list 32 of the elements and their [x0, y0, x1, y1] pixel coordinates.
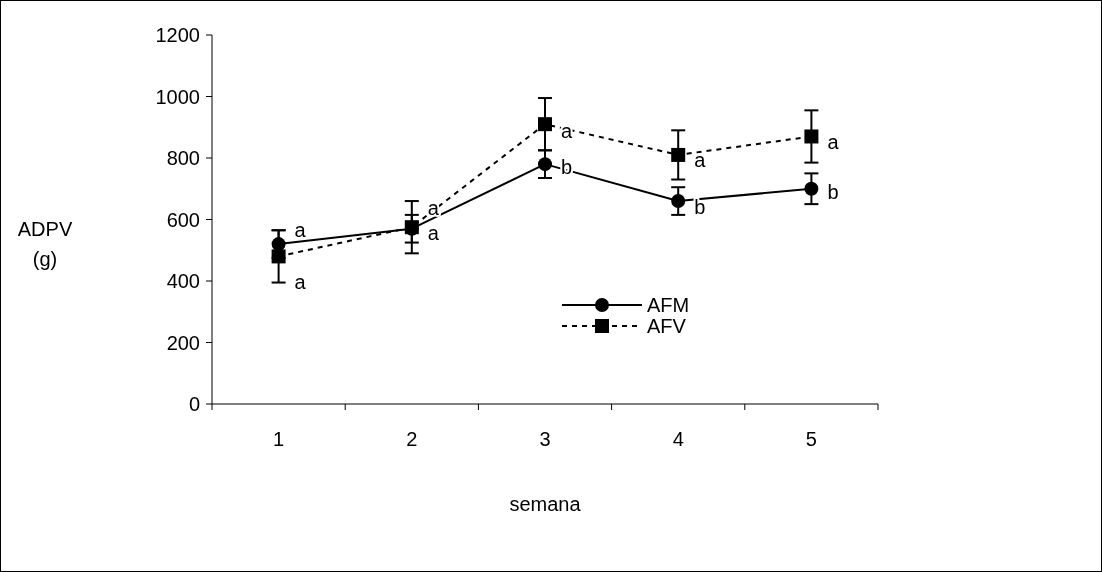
y-tick-label: 1200	[155, 24, 200, 46]
annotation: b	[694, 196, 706, 219]
point	[271, 249, 286, 264]
point	[671, 147, 686, 162]
y-tick-label: 600	[166, 208, 200, 231]
x-tick-label: 2	[406, 428, 418, 450]
x-tick-label: 1	[273, 428, 285, 450]
legend-label: AFV	[647, 315, 687, 337]
annotation: b	[827, 180, 839, 203]
legend-label: AFM	[647, 294, 690, 316]
x-axis-title: semana	[509, 493, 582, 515]
annotation: a	[561, 119, 573, 142]
point	[804, 129, 819, 144]
y-tick-label: 200	[166, 331, 200, 354]
y-tick-label: 1000	[155, 85, 200, 108]
annotation: a	[827, 131, 840, 154]
point	[804, 181, 819, 196]
annotation: a	[427, 197, 440, 220]
x-tick-label: 3	[539, 428, 551, 450]
point	[538, 157, 552, 172]
y-tick-label: 400	[166, 270, 200, 292]
annotation: a	[694, 149, 707, 172]
y-axis-title: ADPV (g)	[17, 218, 73, 270]
y-tick-label: 800	[166, 147, 200, 169]
point	[671, 194, 686, 209]
annotation: a	[294, 219, 307, 242]
x-tick-label: 5	[805, 428, 817, 450]
annotation: a	[427, 222, 440, 245]
annotation: a	[294, 270, 307, 293]
point	[538, 117, 552, 132]
y-tick-label: 0	[188, 393, 200, 415]
x-tick-label: 4	[672, 428, 684, 450]
